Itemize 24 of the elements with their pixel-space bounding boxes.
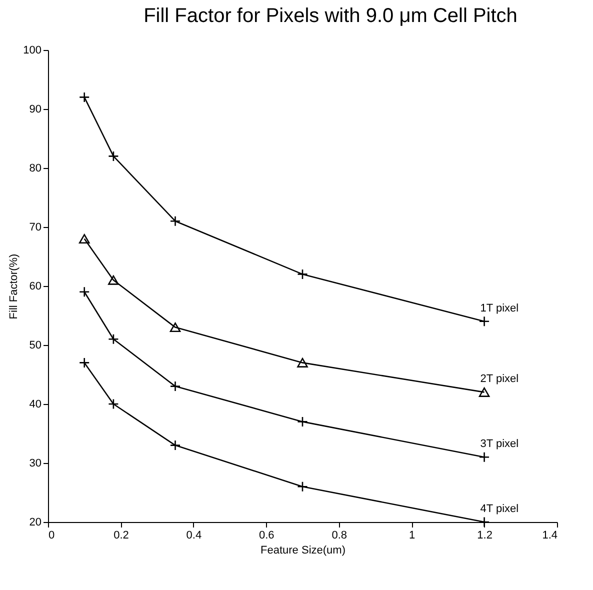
y-tick-label: 90 (29, 104, 42, 116)
x-tick-label: 0.2 (114, 530, 129, 542)
y-tick-label: 80 (29, 162, 42, 174)
y-tick-label: 60 (29, 280, 42, 292)
y-axis-title: Fill Factor(%) (8, 254, 20, 320)
y-tick-label: 70 (29, 222, 42, 234)
x-tick-label: 1 (409, 530, 416, 542)
y-tick-label: 20 (29, 516, 42, 528)
series-label: 2T pixel (480, 373, 519, 386)
x-tick-label: 0.8 (332, 530, 348, 542)
y-tick-label: 40 (29, 398, 42, 410)
y-tick-label: 30 (29, 458, 42, 470)
x-tick-label: 0.6 (258, 530, 274, 542)
y-tick-label: 50 (29, 340, 42, 352)
x-axis-title: Feature Size(um) (260, 544, 346, 556)
series-label: 3T pixel (480, 438, 519, 450)
series-label: 1T pixel (480, 302, 519, 314)
x-tick-label: 1.4 (542, 530, 558, 542)
x-tick-label: 0.4 (186, 530, 202, 542)
x-tick-label: 1.2 (477, 530, 492, 542)
y-tick-label: 100 (23, 44, 42, 56)
chart-title: Fill Factor for Pixels with 9.0 μm Cell Pitch (144, 5, 518, 27)
series-label: 4T pixel (480, 503, 519, 515)
x-tick-label: 0 (48, 530, 55, 542)
